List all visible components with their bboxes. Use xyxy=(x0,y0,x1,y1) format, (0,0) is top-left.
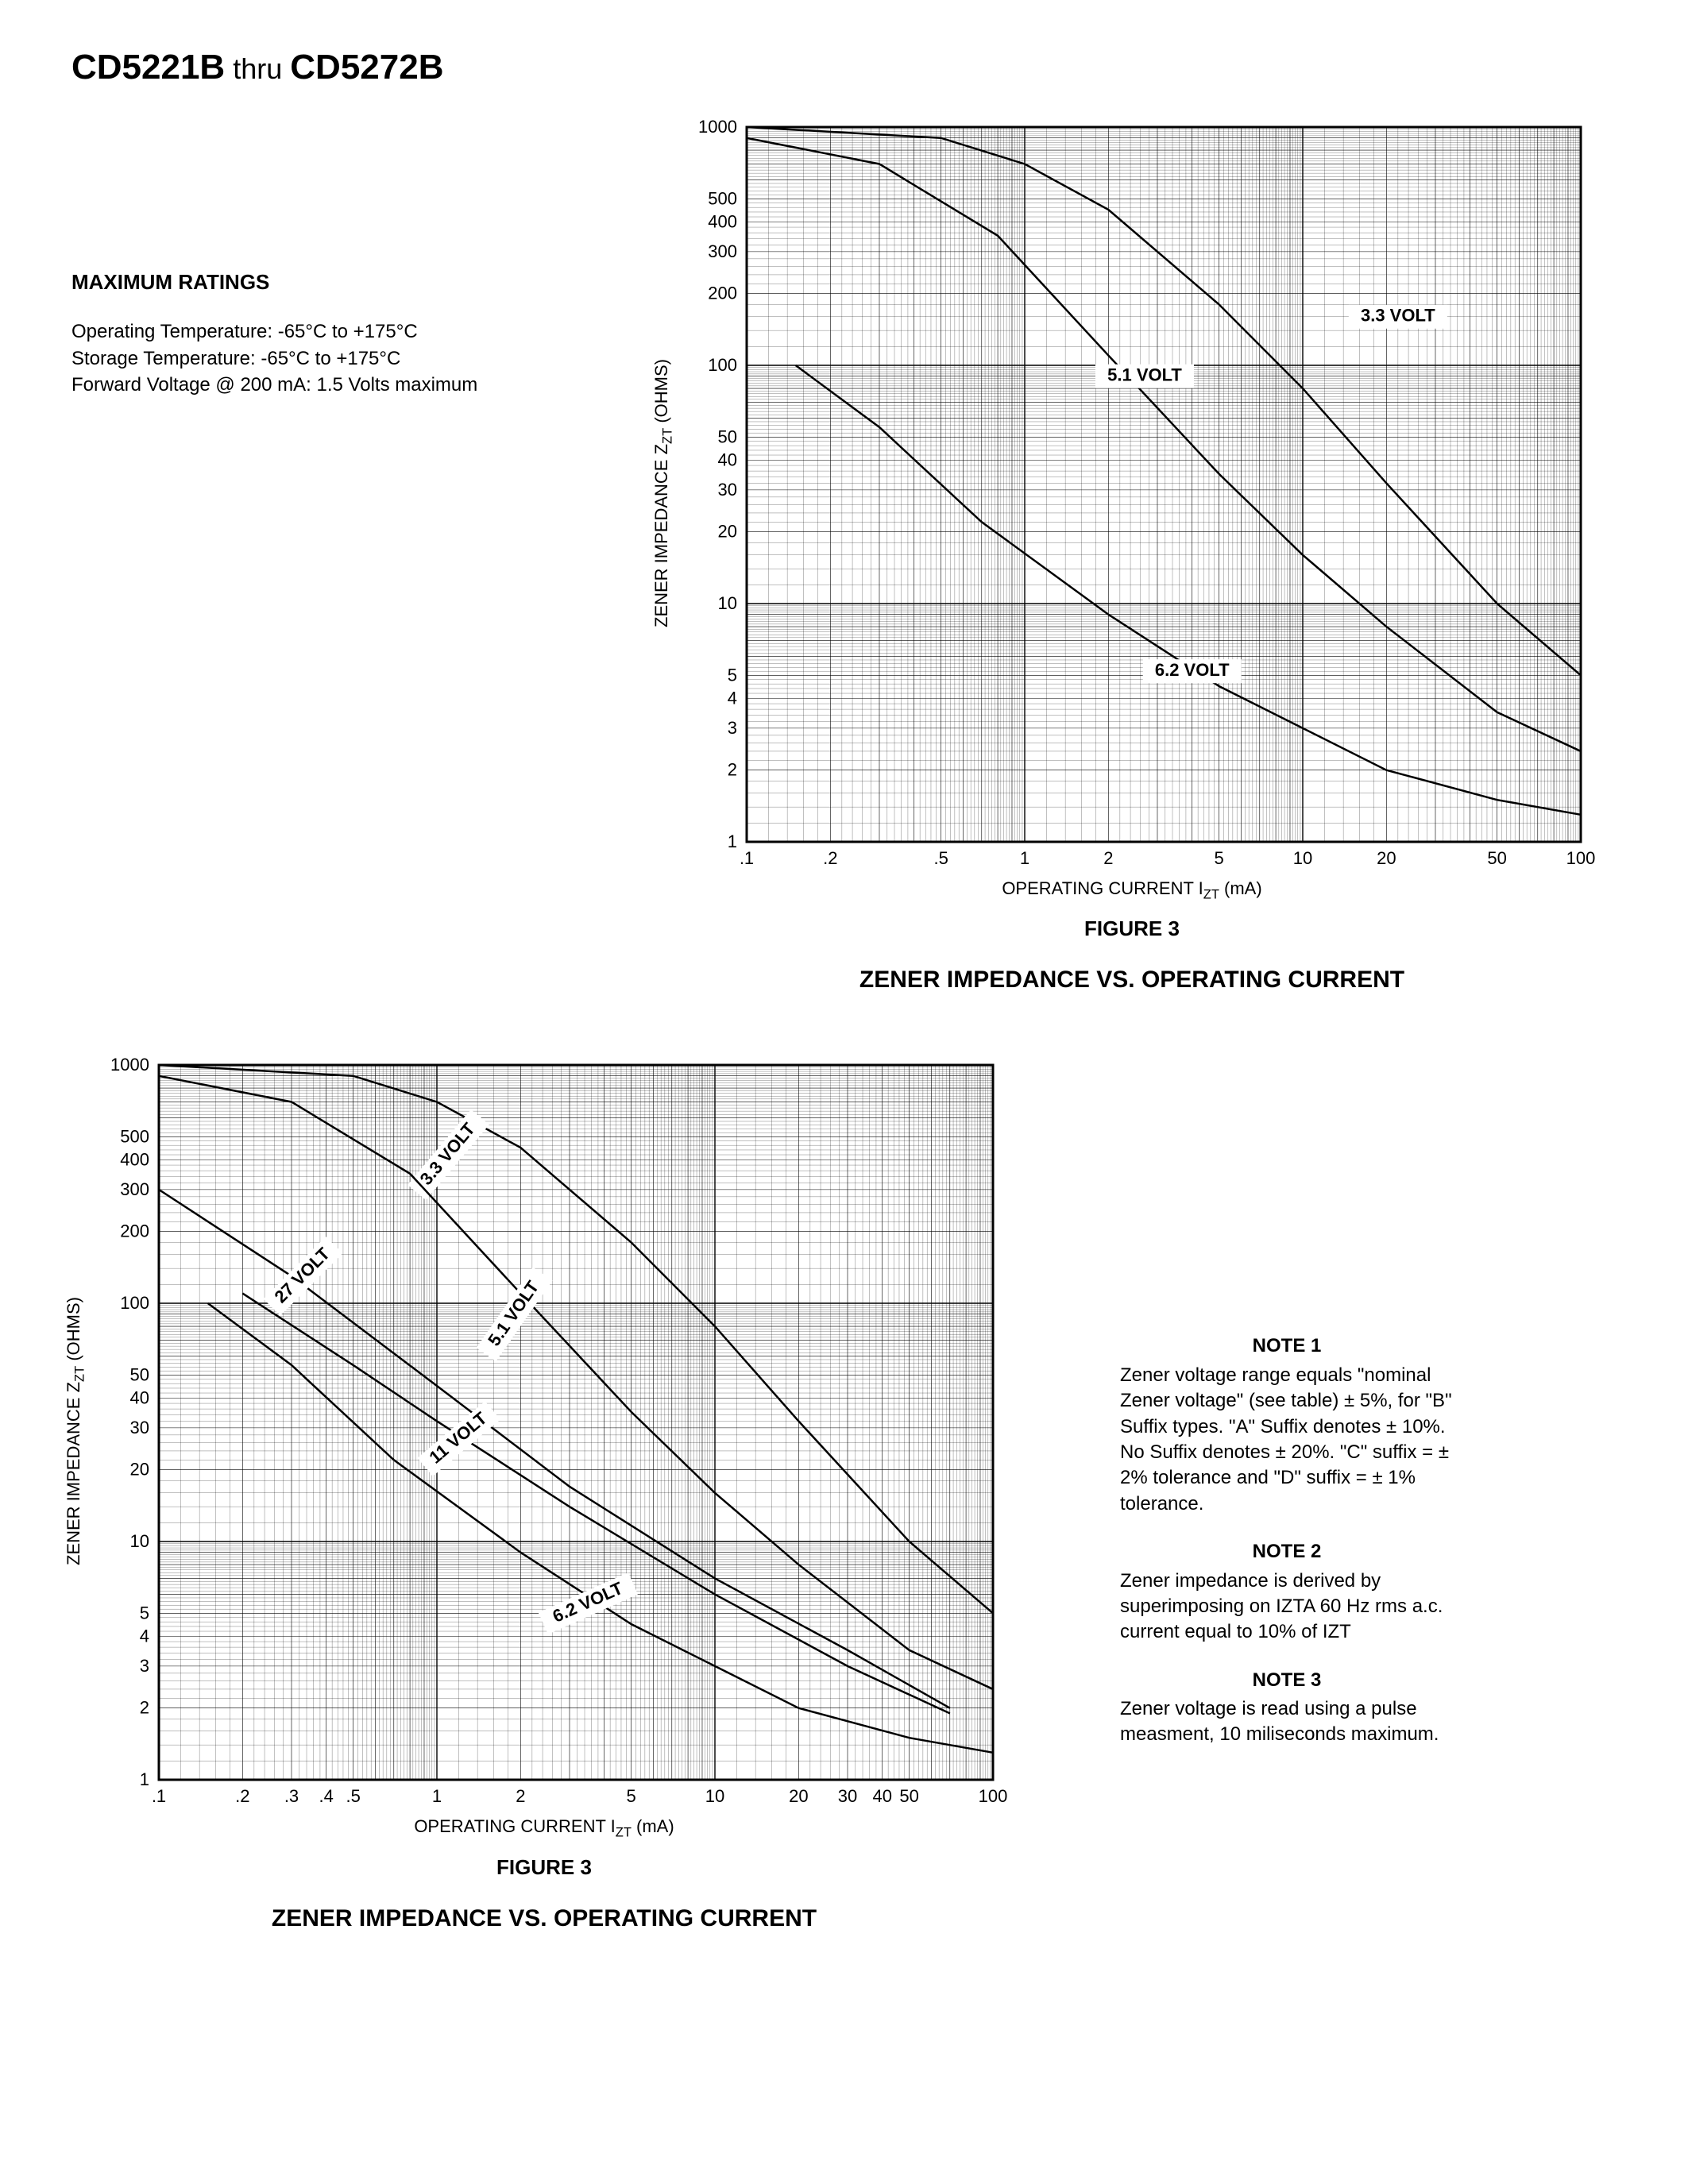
chart-top-wrap: ZENER IMPEDANCE ZZT (OHMS) .1.2.51251020… xyxy=(659,111,1605,994)
title-prefix: CD5221B xyxy=(71,48,225,87)
svg-text:1000: 1000 xyxy=(698,117,737,137)
svg-text:5.1 VOLT: 5.1 VOLT xyxy=(1107,365,1182,385)
svg-text:.3: .3 xyxy=(284,1786,299,1806)
chart-bottom-xlabel: OPERATING CURRENT IZT (mA) xyxy=(71,1816,1017,1840)
svg-text:4: 4 xyxy=(728,688,737,708)
svg-text:30: 30 xyxy=(130,1418,149,1437)
title-thru: thru xyxy=(225,52,290,85)
chart-top: .1 .2 .5 1 2 5 10 20 50 100 1 2 3 4 5 10 20 30 40 50 100 200 3… xyxy=(659,111,1605,874)
svg-text:500: 500 xyxy=(120,1127,149,1147)
svg-text:.2: .2 xyxy=(235,1786,249,1806)
svg-text:5: 5 xyxy=(728,665,737,685)
top-section: MAXIMUM RATINGS Operating Temperature: -… xyxy=(71,111,1617,994)
svg-text:10: 10 xyxy=(130,1531,149,1551)
svg-text:30: 30 xyxy=(838,1786,857,1806)
svg-text:400: 400 xyxy=(708,211,737,231)
svg-text:40: 40 xyxy=(872,1786,891,1806)
svg-text:50: 50 xyxy=(130,1365,149,1385)
chart-bottom: .1 .2 .3 .4 .5 1 2 5 10 20 30 40 50 100 1 2 3 4 5 10 20 30 40 5… xyxy=(71,1049,1017,1812)
svg-text:2: 2 xyxy=(728,760,737,780)
svg-text:2: 2 xyxy=(140,1698,149,1718)
svg-text:5: 5 xyxy=(140,1603,149,1623)
rating-storage-temp: Storage Temperature: -65°C to +175°C xyxy=(71,345,628,372)
svg-text:.4: .4 xyxy=(319,1786,334,1806)
chart-bottom-wrap: ZENER IMPEDANCE ZZT (OHMS) .1.2.3.4.5125… xyxy=(71,1049,1017,1931)
note2-body: Zener impedance is derived by superimpos… xyxy=(1120,1569,1454,1646)
note2-head: NOTE 2 xyxy=(1080,1539,1493,1565)
svg-text:3: 3 xyxy=(728,718,737,738)
svg-text:100: 100 xyxy=(120,1293,149,1313)
svg-text:1: 1 xyxy=(140,1769,149,1789)
svg-text:20: 20 xyxy=(789,1786,808,1806)
svg-text:2: 2 xyxy=(516,1786,525,1806)
chart-top-ylabel: ZENER IMPEDANCE ZZT (OHMS) xyxy=(651,359,675,627)
svg-text:1000: 1000 xyxy=(110,1055,149,1075)
svg-text:1: 1 xyxy=(728,832,737,851)
svg-text:.5: .5 xyxy=(346,1786,360,1806)
svg-text:200: 200 xyxy=(120,1221,149,1241)
svg-text:100: 100 xyxy=(1566,848,1596,868)
svg-text:.5: .5 xyxy=(933,848,948,868)
bottom-section: ZENER IMPEDANCE ZZT (OHMS) .1.2.3.4.5125… xyxy=(71,1049,1617,1931)
title-suffix: CD5272B xyxy=(290,48,443,87)
svg-text:20: 20 xyxy=(1377,848,1396,868)
note3-body: Zener voltage is read using a pulse meas… xyxy=(1120,1696,1454,1748)
svg-text:400: 400 xyxy=(120,1150,149,1170)
svg-text:100: 100 xyxy=(979,1786,1008,1806)
notes-block: NOTE 1 Zener voltage range equals "nomin… xyxy=(1017,1049,1493,1747)
svg-text:1: 1 xyxy=(1020,848,1029,868)
svg-text:500: 500 xyxy=(708,188,737,208)
chart-bottom-fig-label: FIGURE 3 xyxy=(71,1855,1017,1880)
svg-text:10: 10 xyxy=(705,1786,724,1806)
svg-text:1: 1 xyxy=(432,1786,442,1806)
svg-text:20: 20 xyxy=(130,1460,149,1480)
svg-text:.1: .1 xyxy=(740,848,754,868)
chart-top-title-below: ZENER IMPEDANCE VS. OPERATING CURRENT xyxy=(659,967,1605,994)
svg-text:.2: .2 xyxy=(823,848,837,868)
svg-text:300: 300 xyxy=(708,241,737,261)
svg-text:.1: .1 xyxy=(152,1786,166,1806)
svg-text:3: 3 xyxy=(140,1656,149,1676)
chart-top-xlabel: OPERATING CURRENT IZT (mA) xyxy=(659,878,1605,902)
svg-text:5: 5 xyxy=(627,1786,636,1806)
svg-text:4: 4 xyxy=(140,1626,149,1646)
svg-text:3.3 VOLT: 3.3 VOLT xyxy=(1361,306,1435,326)
svg-text:40: 40 xyxy=(718,450,737,469)
svg-text:30: 30 xyxy=(718,480,737,500)
chart-bottom-ylabel: ZENER IMPEDANCE ZZT (OHMS) xyxy=(64,1297,87,1565)
svg-text:10: 10 xyxy=(1293,848,1312,868)
svg-text:10: 10 xyxy=(718,593,737,613)
svg-text:50: 50 xyxy=(1487,848,1506,868)
rating-fwd-voltage: Forward Voltage @ 200 mA: 1.5 Volts maxi… xyxy=(71,372,628,399)
note3-head: NOTE 3 xyxy=(1080,1668,1493,1693)
page-title: CD5221B thru CD5272B xyxy=(71,48,1617,87)
note1-body: Zener voltage range equals "nominal Zene… xyxy=(1120,1363,1454,1517)
svg-text:5: 5 xyxy=(1215,848,1224,868)
chart-top-fig-label: FIGURE 3 xyxy=(659,916,1605,941)
svg-text:300: 300 xyxy=(120,1179,149,1199)
chart-bottom-title-below: ZENER IMPEDANCE VS. OPERATING CURRENT xyxy=(71,1905,1017,1932)
svg-text:40: 40 xyxy=(130,1388,149,1408)
svg-text:200: 200 xyxy=(708,284,737,303)
rating-op-temp: Operating Temperature: -65°C to +175°C xyxy=(71,318,628,345)
svg-text:100: 100 xyxy=(708,355,737,375)
svg-text:50: 50 xyxy=(718,426,737,446)
svg-text:50: 50 xyxy=(899,1786,918,1806)
note1-head: NOTE 1 xyxy=(1080,1333,1493,1359)
svg-text:2: 2 xyxy=(1103,848,1113,868)
max-ratings-head: MAXIMUM RATINGS xyxy=(71,270,628,295)
svg-text:6.2 VOLT: 6.2 VOLT xyxy=(1155,660,1230,680)
svg-text:20: 20 xyxy=(718,522,737,542)
ratings-block: MAXIMUM RATINGS Operating Temperature: -… xyxy=(71,111,628,399)
